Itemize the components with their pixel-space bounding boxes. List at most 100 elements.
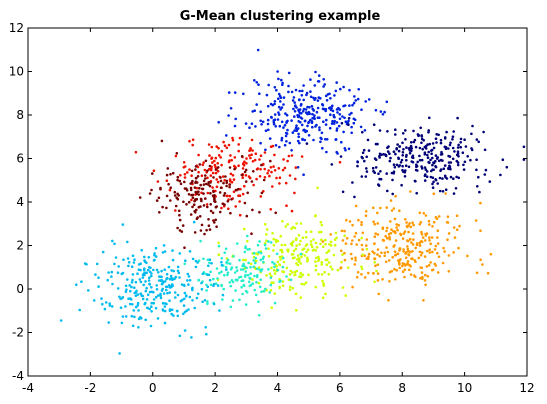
data-point: [383, 153, 387, 156]
data-point: [455, 228, 459, 231]
data-point: [253, 288, 256, 292]
data-point: [456, 146, 460, 149]
data-point: [338, 160, 342, 164]
data-point: [398, 259, 401, 262]
data-point: [483, 173, 487, 176]
data-point: [297, 135, 301, 139]
x-tick-label: -2: [84, 381, 96, 395]
data-point: [239, 275, 243, 279]
data-point: [347, 147, 351, 151]
data-point: [220, 149, 224, 153]
data-point: [426, 143, 429, 146]
data-point: [394, 239, 398, 242]
data-point: [418, 244, 422, 247]
data-point: [324, 109, 328, 113]
data-point: [304, 236, 308, 239]
data-point: [114, 256, 118, 259]
data-point: [128, 302, 132, 306]
data-point: [406, 249, 410, 253]
data-point: [421, 147, 425, 151]
data-point: [216, 277, 219, 280]
data-point: [325, 258, 329, 262]
data-point: [401, 151, 405, 154]
data-point: [213, 159, 216, 163]
data-point: [119, 306, 123, 310]
data-point: [170, 276, 173, 280]
data-point: [312, 238, 315, 241]
data-point: [424, 168, 428, 171]
data-point: [411, 232, 415, 235]
data-point: [206, 176, 209, 180]
data-point: [147, 255, 151, 259]
data-point: [312, 248, 315, 252]
data-point: [236, 242, 239, 245]
data-point: [286, 119, 289, 123]
data-point: [340, 249, 343, 253]
data-point: [137, 263, 141, 266]
data-point: [270, 116, 273, 119]
data-point: [131, 254, 135, 258]
data-point: [320, 223, 324, 227]
data-point: [260, 163, 263, 167]
data-point: [213, 163, 217, 167]
data-point: [245, 266, 248, 270]
data-point: [427, 160, 430, 164]
data-point: [445, 130, 448, 134]
data-point: [301, 138, 304, 141]
data-point: [475, 271, 479, 275]
data-point: [206, 300, 209, 303]
data-point: [331, 119, 334, 123]
data-point: [334, 138, 338, 141]
data-point: [401, 168, 404, 172]
data-point: [388, 237, 392, 241]
data-point: [410, 160, 414, 163]
y-tick-label: 12: [9, 21, 24, 35]
data-point: [221, 298, 224, 301]
data-point: [240, 286, 243, 289]
data-point: [321, 240, 325, 243]
data-point: [451, 138, 454, 141]
data-point: [431, 168, 434, 171]
data-point: [423, 153, 427, 156]
data-point: [277, 105, 281, 109]
data-point: [374, 166, 378, 169]
data-point: [190, 336, 193, 339]
data-point: [284, 131, 288, 135]
data-point: [423, 255, 427, 258]
data-point: [424, 173, 427, 176]
data-point: [261, 257, 265, 261]
data-point: [322, 85, 325, 88]
data-point: [259, 141, 262, 145]
data-point: [196, 165, 200, 169]
data-point: [404, 256, 408, 260]
data-point: [375, 269, 378, 273]
data-point: [258, 268, 262, 272]
data-point: [434, 178, 437, 181]
data-point: [248, 176, 252, 180]
data-point: [300, 255, 303, 259]
data-point: [212, 176, 215, 179]
data-point: [318, 128, 321, 132]
data-point: [273, 118, 277, 121]
data-point: [303, 128, 306, 132]
data-point: [263, 151, 267, 154]
data-point: [101, 302, 104, 306]
data-point: [158, 211, 161, 214]
data-point: [277, 77, 280, 81]
data-point: [415, 242, 419, 245]
data-point: [217, 253, 221, 256]
data-point: [343, 258, 347, 262]
data-point: [306, 112, 309, 116]
data-point: [442, 167, 446, 170]
data-point: [217, 121, 220, 124]
data-point: [263, 167, 267, 171]
data-point: [316, 186, 319, 190]
data-point: [309, 230, 313, 233]
data-point: [329, 240, 333, 244]
data-point: [419, 220, 423, 224]
data-point: [432, 220, 436, 224]
data-point: [331, 267, 334, 271]
data-point: [350, 257, 354, 261]
data-point: [356, 160, 360, 164]
data-point: [470, 132, 473, 136]
